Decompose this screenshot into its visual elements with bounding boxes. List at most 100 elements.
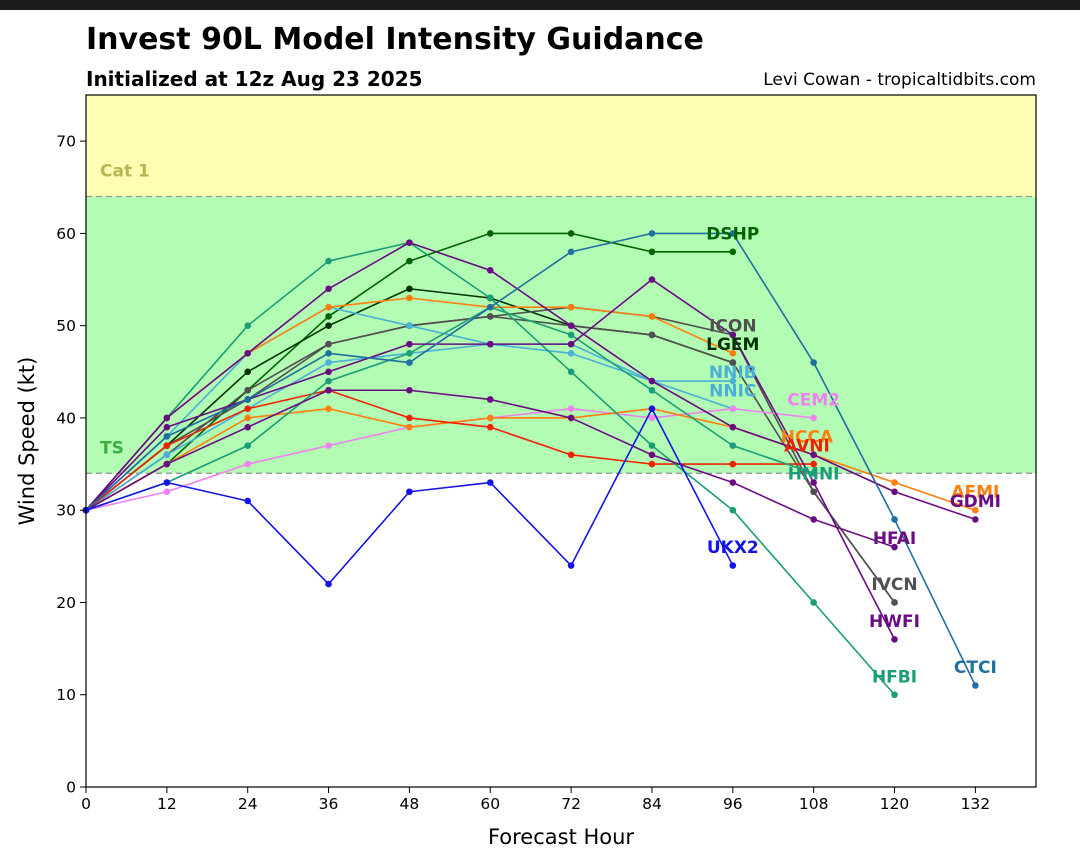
- point-hwfi: [891, 636, 898, 643]
- label-hcca: HCCA: [781, 427, 834, 447]
- x-tick-label: 132: [961, 795, 991, 813]
- label-aemi: AEMI: [951, 483, 999, 503]
- label-cem2: CEM2: [787, 390, 840, 410]
- line-hfai: [85, 241, 976, 521]
- point-ivcn: [891, 599, 898, 606]
- y-tick-label: 50: [56, 317, 76, 335]
- point-aemi: [244, 414, 252, 422]
- point-ctci: [891, 516, 898, 523]
- series-hwfi: [82, 276, 898, 643]
- point-ukx2: [163, 479, 171, 486]
- label-ivcn: IVCN: [871, 575, 917, 595]
- point-hwfi: [486, 340, 494, 348]
- point-gdmi: [729, 479, 737, 486]
- point-ukx2: [648, 405, 656, 413]
- point-avni: [567, 451, 575, 459]
- point-avni: [648, 460, 656, 468]
- point-hfai: [244, 350, 252, 357]
- point-dshp: [486, 230, 494, 237]
- label-hfbi: HFBI: [872, 667, 917, 687]
- point-hfai: [810, 451, 817, 459]
- point-hfbi: [729, 442, 737, 449]
- point-ctci: [406, 359, 413, 366]
- point-nnib: [729, 377, 737, 385]
- point-hfbi: [244, 442, 252, 449]
- label-hmni: HMNI: [788, 464, 840, 484]
- label-ctci: CTCI: [954, 658, 997, 678]
- series-lines: [82, 230, 979, 699]
- point-ivcn: [244, 386, 252, 394]
- point-ivcn: [648, 331, 656, 339]
- point-ctci: [729, 230, 737, 237]
- point-avni: [406, 414, 413, 422]
- point-ctci: [163, 433, 171, 440]
- point-cem2: [567, 405, 575, 413]
- point-lgem: [244, 368, 252, 376]
- point-ctci: [244, 396, 252, 403]
- point-avni: [810, 460, 817, 468]
- x-tick-label: 120: [880, 795, 910, 813]
- y-tick-label: 40: [56, 409, 76, 427]
- point-gdmi: [891, 543, 898, 551]
- line-hfbi: [85, 306, 814, 511]
- label-lgem: LGEM: [706, 335, 759, 355]
- x-tick-label: 60: [480, 795, 500, 813]
- point-hcca: [406, 294, 413, 302]
- line-aemi: [85, 407, 976, 511]
- point-hfai: [486, 267, 494, 274]
- point-aemi: [972, 506, 979, 514]
- point-hfbi: [406, 350, 413, 357]
- line-ctci: [85, 232, 977, 686]
- line-avni: [85, 389, 814, 511]
- point-hfai: [163, 414, 171, 422]
- point-ukx2: [244, 497, 252, 505]
- point-hmni: [486, 294, 494, 302]
- point-aemi: [406, 423, 413, 431]
- label-nnic: NNIC: [709, 381, 756, 401]
- point-gdmi: [648, 451, 656, 459]
- point-ivcn: [810, 488, 817, 496]
- point-lgem: [325, 322, 332, 329]
- chart-title: Invest 90L Model Intensity Guidance: [86, 22, 704, 57]
- label-gdmi: GDMI: [950, 492, 1001, 512]
- category-bands: TS Cat 1: [86, 95, 1036, 474]
- point-hcca: [729, 350, 737, 357]
- point-hfbi: [325, 377, 332, 385]
- point-gdmi: [163, 460, 171, 468]
- point-cem2: [325, 442, 332, 449]
- label-ukx2: UKX2: [707, 538, 759, 558]
- point-aemi: [486, 414, 494, 422]
- point-aemi: [891, 479, 898, 486]
- x-tick-label: 108: [799, 795, 829, 813]
- y-tick-label: 20: [56, 594, 76, 612]
- point-hwfi: [729, 331, 737, 339]
- point-hcca: [325, 303, 332, 311]
- point-hwfi: [810, 479, 817, 486]
- x-tick-label: 12: [157, 795, 177, 813]
- x-tick-label: 72: [561, 795, 581, 813]
- y-tick-label: 70: [56, 133, 76, 151]
- x-tick-label: 24: [238, 795, 258, 813]
- label-hwfi: HWFI: [869, 612, 920, 632]
- point-ukx2: [406, 488, 413, 496]
- chart-credit: Levi Cowan - tropicaltidbits.com: [763, 70, 1036, 90]
- point-hmni: [567, 368, 575, 376]
- point-hfbi: [810, 469, 817, 477]
- point-gdmi: [486, 396, 494, 403]
- point-lgem: [406, 285, 413, 293]
- point-hwfi: [567, 340, 575, 348]
- point-hfbi: [648, 386, 656, 394]
- label-icon: ICON: [709, 317, 756, 337]
- point-ukx2: [729, 562, 737, 569]
- x-tick-label: 84: [642, 795, 662, 813]
- point-dshp: [567, 230, 575, 237]
- point-dshp: [406, 257, 413, 265]
- point-hwfi: [325, 368, 332, 376]
- point-ctci: [972, 682, 979, 689]
- label-dshp: DSHP: [706, 224, 759, 244]
- point-cem2: [810, 414, 817, 422]
- point-hfbi: [567, 331, 575, 339]
- point-gdmi: [810, 516, 817, 523]
